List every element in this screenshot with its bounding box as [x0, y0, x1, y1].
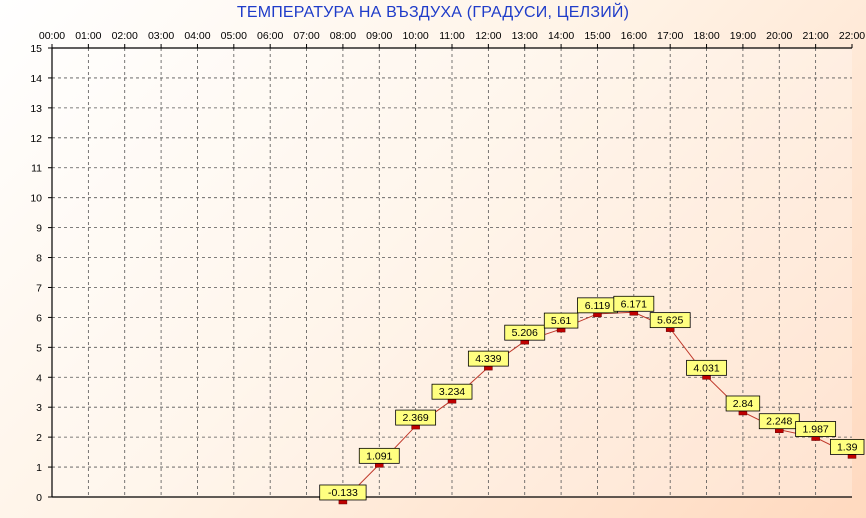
data-label-box	[613, 295, 655, 312]
y-tick-label: 6	[36, 312, 42, 324]
data-label: 5.206	[512, 327, 538, 339]
data-label-box	[725, 395, 761, 412]
x-tick-label: 19:00	[730, 30, 756, 42]
data-label: 2.369	[402, 412, 428, 424]
y-tick-label: 2	[36, 432, 42, 444]
data-label: 3.234	[439, 386, 465, 398]
x-tick-label: 10:00	[402, 30, 428, 42]
x-tick-label: 20:00	[766, 30, 792, 42]
x-tick-label: 18:00	[693, 30, 719, 42]
data-label: 2.248	[766, 416, 792, 428]
data-label-box	[686, 359, 727, 376]
x-tick-label: 03:00	[148, 30, 174, 42]
data-label: 5.61	[551, 315, 572, 327]
y-tick-label: 4	[36, 372, 42, 384]
y-tick-label: 0	[36, 492, 42, 504]
data-label-box	[395, 409, 437, 426]
data-label: 5.625	[657, 315, 683, 327]
data-label: 1.987	[802, 424, 828, 436]
y-tick-label: 1	[36, 462, 42, 474]
data-label: 4.339	[475, 353, 501, 365]
x-tick-label: 15:00	[584, 30, 610, 42]
data-label-box	[467, 350, 509, 367]
y-tick-label: 5	[36, 342, 42, 354]
y-tick-label: 11	[31, 163, 42, 175]
x-tick-label: 16:00	[621, 30, 647, 42]
data-label-box	[319, 484, 367, 501]
x-tick-label: 01:00	[75, 30, 101, 42]
x-tick-label: 09:00	[366, 30, 392, 42]
x-tick-label: 11:00	[439, 30, 465, 42]
x-tick-label: 00:00	[39, 30, 65, 42]
data-label-box	[830, 438, 865, 455]
y-tick-label: 14	[30, 73, 42, 85]
x-tick-label: 04:00	[184, 30, 210, 42]
x-tick-label: 05:00	[221, 30, 247, 42]
x-tick-label: 22:00	[839, 30, 865, 42]
y-tick-label: 13	[30, 103, 42, 115]
data-label: 1.39	[837, 441, 858, 453]
data-label: 6.171	[621, 298, 647, 310]
data-label: 6.119	[585, 300, 611, 312]
data-label-box	[358, 447, 400, 464]
x-tick-label: 12:00	[475, 30, 501, 42]
chart-title: ТЕМПЕРАТУРА НА ВЪЗДУХА (ГРАДУСИ, ЦЕЛЗИЙ)	[236, 4, 630, 21]
data-label: 2.84	[733, 398, 754, 410]
data-label-box	[649, 312, 691, 329]
x-tick-label: 21:00	[802, 30, 828, 42]
y-tick-label: 9	[36, 223, 42, 235]
data-label: 1.091	[366, 450, 392, 462]
x-tick-label: 08:00	[330, 30, 356, 42]
x-tick-label: 02:00	[112, 30, 138, 42]
data-label-box	[795, 421, 837, 437]
y-tick-label: 10	[30, 193, 42, 205]
x-tick-label: 06:00	[257, 30, 283, 42]
x-tick-label: 17:00	[657, 30, 683, 42]
y-tick-label: 15	[30, 43, 42, 55]
data-label-box	[543, 312, 579, 329]
y-tick-label: 8	[36, 253, 42, 265]
data-label-box	[431, 383, 473, 400]
y-tick-label: 7	[36, 282, 42, 294]
x-tick-label: 07:00	[293, 30, 319, 42]
data-label-box	[504, 324, 546, 341]
data-label: 4.031	[693, 362, 719, 374]
y-tick-label: 3	[36, 402, 42, 414]
y-tick-label: 12	[30, 133, 42, 145]
x-tick-label: 13:00	[512, 30, 538, 42]
data-label: -0.133	[328, 487, 358, 499]
x-tick-label: 14:00	[548, 30, 574, 42]
